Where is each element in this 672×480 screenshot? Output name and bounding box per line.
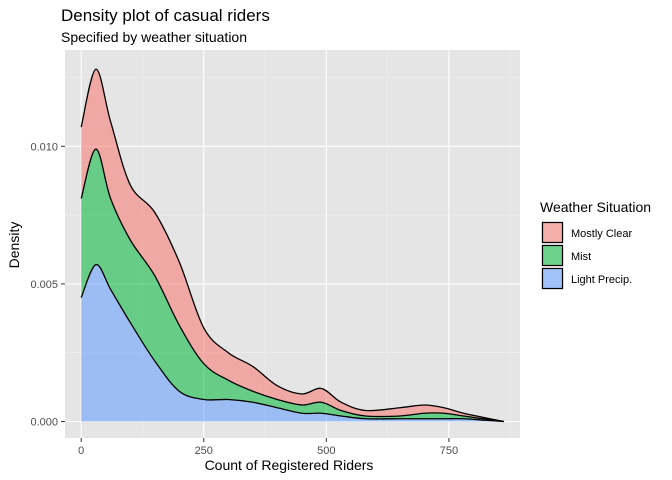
density-outline-mist (80, 148, 504, 423)
legend: Weather Situation Mostly Clear Mist Light … (540, 199, 651, 290)
density-area-mist (81, 149, 504, 422)
chart-title: Density plot of casual riders (61, 6, 270, 25)
y-tick-label: 0.000 (30, 416, 58, 428)
x-axis: 0 250 500 750 (78, 438, 458, 457)
x-tick-label: 0 (78, 445, 84, 457)
legend-swatch-light-precip (541, 267, 564, 290)
x-tick-label: 250 (195, 445, 213, 457)
density-area-light-precip (81, 264, 504, 422)
x-tick-label: 500 (317, 445, 335, 457)
chart-subtitle: Specified by weather situation (61, 29, 247, 45)
y-axis: 0.000 0.005 0.010 (30, 141, 65, 428)
legend-label-light-precip: Light Precip. (571, 274, 632, 286)
minor-gridlines (65, 50, 520, 438)
y-tick-label: 0.005 (30, 279, 58, 291)
density-areas (80, 68, 504, 423)
y-tick-label: 0.010 (30, 141, 58, 153)
x-axis-title: Count of Registered Riders (205, 457, 374, 473)
legend-swatch-mist (541, 244, 564, 267)
density-area-mostly-clear (81, 69, 504, 422)
x-tick-label: 750 (440, 445, 458, 457)
legend-label-mostly-clear: Mostly Clear (571, 228, 632, 240)
legend-title: Weather Situation (540, 199, 651, 215)
y-axis-title: Density (6, 222, 22, 269)
legend-label-mist: Mist (571, 251, 591, 263)
density-outline-light-precip (80, 263, 504, 423)
density-outline-mostly-clear (80, 68, 504, 423)
legend-swatch-mostly-clear (541, 221, 564, 244)
